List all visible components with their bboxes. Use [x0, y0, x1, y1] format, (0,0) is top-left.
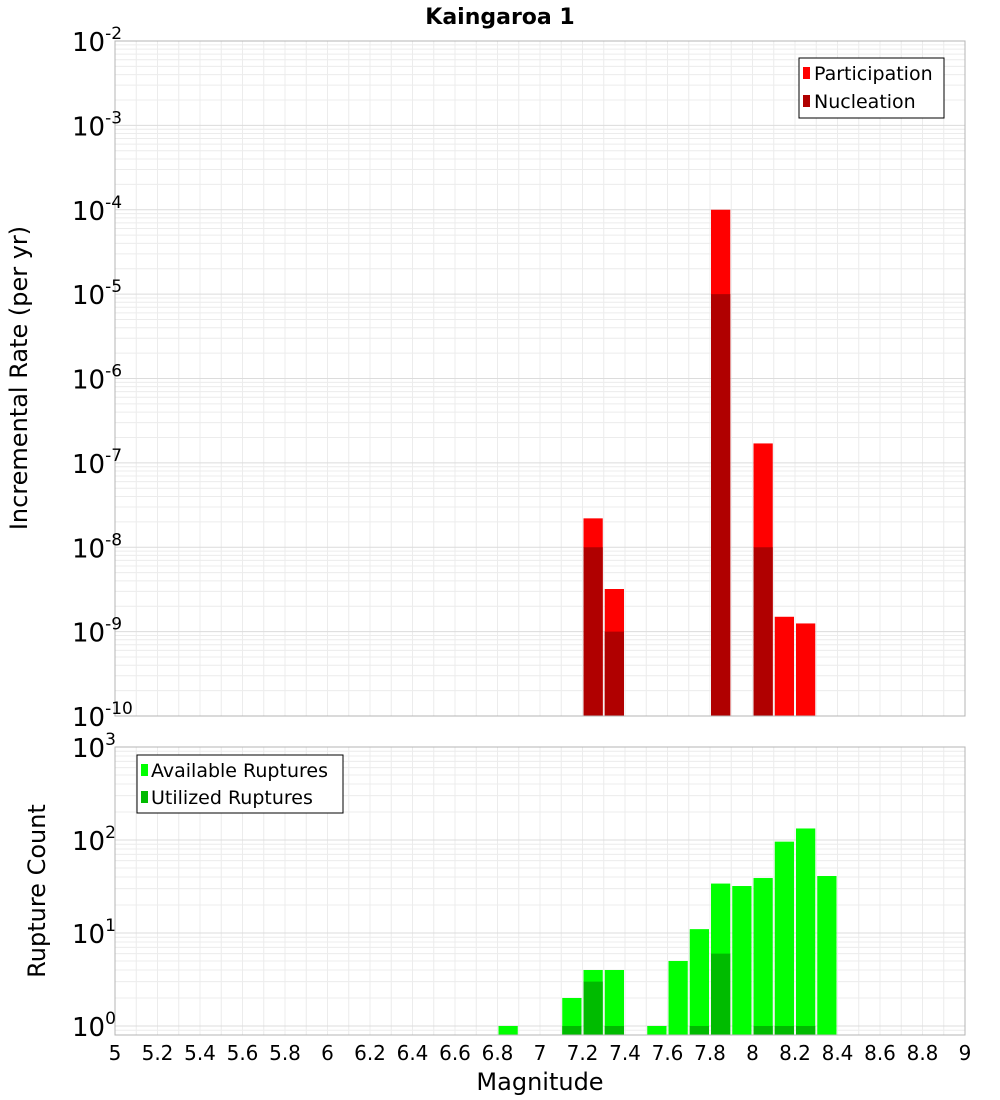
x-tick-label: 6.8 [482, 1041, 514, 1065]
y-tick-label: 10-3 [72, 108, 122, 142]
y-tick-label: 10-2 [72, 24, 122, 58]
legend-swatch-utilized [141, 791, 148, 803]
x-tick-label: 8 [746, 1041, 759, 1065]
legend-swatch-available [141, 764, 148, 776]
x-tick-label: 5.8 [269, 1041, 301, 1065]
bar-nucleation [604, 631, 624, 716]
x-tick-label: 7 [534, 1041, 547, 1065]
x-tick-label: 8.6 [864, 1041, 896, 1065]
legend-label-participation: Participation [814, 63, 933, 85]
bar-nucleation [753, 547, 773, 716]
y-tick-label: 101 [72, 916, 116, 950]
x-tick-label: 5.4 [184, 1041, 216, 1065]
x-tick-label: 7.2 [567, 1041, 599, 1065]
y-tick-label: 10-8 [72, 530, 122, 564]
bar-participation [774, 616, 794, 716]
top-bars [583, 209, 816, 716]
x-tick-label: 5.2 [142, 1041, 174, 1065]
y-tick-label: 10-4 [72, 193, 122, 227]
x-tick-label: 7.6 [652, 1041, 684, 1065]
bar-available-ruptures [668, 960, 688, 1035]
bar-available-ruptures [732, 886, 752, 1035]
bar-utilized-ruptures [562, 1025, 582, 1035]
bar-available-ruptures [753, 878, 773, 1035]
legend-label-nucleation: Nucleation [814, 91, 916, 113]
legend-label-available: Available Ruptures [151, 760, 328, 782]
legend-label-utilized: Utilized Ruptures [151, 787, 313, 809]
x-tick-label: 6 [321, 1041, 334, 1065]
bar-available-ruptures [689, 929, 709, 1035]
top-legend-box [798, 57, 945, 119]
bottom-legend: Available Ruptures Utilized Ruptures [136, 754, 344, 814]
x-tick-label: 7.8 [694, 1041, 726, 1065]
x-tick-label: 7.4 [609, 1041, 641, 1065]
y-tick-label: 10-10 [72, 699, 133, 733]
bar-utilized-ruptures [689, 1025, 709, 1035]
bottom-legend-box [136, 754, 344, 814]
x-tick-label: 5.6 [227, 1041, 259, 1065]
bottom-grid [115, 747, 965, 1035]
y-tick-label: 10-6 [72, 362, 122, 396]
x-tick-label: 8.2 [779, 1041, 811, 1065]
bar-utilized-ruptures [753, 1025, 773, 1035]
y-tick-label: 10-9 [72, 615, 122, 649]
y-tick-label: 10-7 [72, 446, 122, 480]
bar-utilized-ruptures [604, 1025, 624, 1035]
top-y-tick-labels: 10-10 10-9 10-8 10-7 10-6 10-5 10-4 10-3 10-2 [72, 24, 133, 733]
bar-available-ruptures [774, 841, 794, 1035]
bar-available-ruptures [604, 969, 624, 1035]
bottom-plot-frame [114, 746, 966, 1036]
bottom-y-tick-labels: 100 101 102 103 [72, 730, 116, 1043]
x-tick-label: 8.4 [822, 1041, 854, 1065]
bar-available-ruptures [647, 1025, 667, 1035]
bar-nucleation [711, 294, 731, 716]
x-tick-labels: 5 5.2 5.4 5.6 5.8 6 6.2 6.4 6.6 6.8 7 7.2 7.4 7.6 7.8 8… [109, 1041, 972, 1065]
chart-title: Kaingaroa 1 [425, 5, 574, 30]
bar-utilized-ruptures [583, 981, 603, 1035]
bottom-y-axis-label: Rupture Count [23, 804, 51, 978]
top-plot-frame [114, 40, 966, 717]
bar-utilized-ruptures [796, 1025, 816, 1035]
legend-swatch-participation [803, 67, 810, 79]
bar-utilized-ruptures [711, 953, 731, 1035]
y-tick-label: 103 [72, 730, 116, 764]
top-legend: Participation Nucleation [798, 57, 945, 119]
bar-participation [796, 623, 816, 716]
y-tick-label: 102 [72, 823, 116, 857]
bar-available-ruptures [562, 997, 582, 1035]
x-tick-label: 6.4 [397, 1041, 429, 1065]
x-tick-label: 5 [109, 1041, 122, 1065]
legend-swatch-nucleation [803, 95, 810, 107]
y-tick-label: 10-5 [72, 277, 122, 311]
x-axis-label: Magnitude [476, 1068, 603, 1096]
x-tick-label: 6.6 [439, 1041, 471, 1065]
bottom-bars [498, 828, 837, 1035]
x-tick-label: 9 [959, 1041, 972, 1065]
bar-available-ruptures [498, 1025, 518, 1035]
bar-nucleation [583, 547, 603, 716]
bar-available-ruptures [817, 876, 837, 1035]
x-tick-label: 8.8 [907, 1041, 939, 1065]
bar-utilized-ruptures [774, 1025, 794, 1035]
x-tick-label: 6.2 [354, 1041, 386, 1065]
y-tick-label: 100 [72, 1009, 116, 1043]
top-grid [115, 41, 965, 716]
bar-available-ruptures [796, 828, 816, 1035]
top-y-axis-label: Incremental Rate (per yr) [5, 226, 33, 530]
